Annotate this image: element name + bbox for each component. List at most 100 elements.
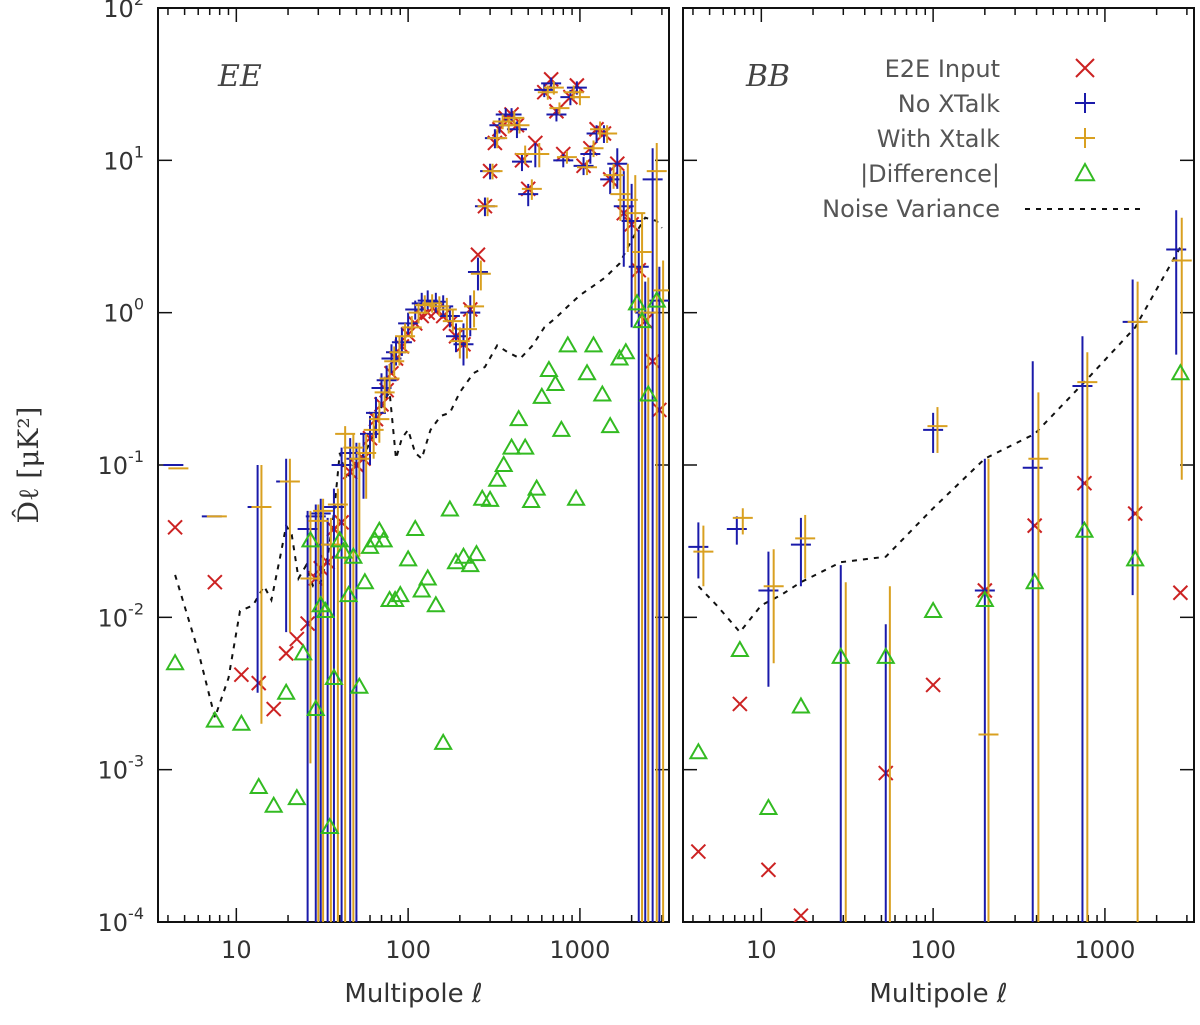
no-xtalk-point: [501, 108, 522, 122]
no-xtalk-point: [546, 108, 567, 122]
with-xtalk-point: [300, 510, 321, 764]
difference-point: [343, 546, 364, 564]
difference-point: [398, 549, 418, 567]
x-tick-label: 10: [746, 936, 777, 964]
panel-bb: 10 100 1000 Multipole ℓ BB: [682, 7, 1195, 1009]
e2e-input-point: [732, 696, 748, 712]
difference-point: [545, 374, 566, 392]
with-xtalk-point: [549, 102, 570, 115]
difference-point: [453, 546, 474, 564]
difference-point: [583, 335, 604, 353]
e2e-input-point: [470, 247, 486, 263]
difference-point: [480, 489, 500, 507]
with-xtalk-point: [543, 81, 564, 95]
difference-point: [385, 589, 405, 607]
difference-point: [405, 518, 425, 537]
difference-point: [632, 311, 652, 329]
with-xtalk-point: [308, 504, 329, 922]
difference-point: [521, 491, 541, 509]
difference-point: [349, 676, 370, 694]
difference-point: [315, 601, 336, 619]
difference-point: [426, 595, 446, 613]
difference-point: [551, 419, 572, 437]
with-xtalk-point: [556, 151, 577, 164]
difference-point: [532, 386, 552, 404]
no-xtalk-point: [758, 551, 779, 687]
difference-point: [390, 585, 410, 603]
difference-point: [412, 580, 432, 598]
panel-ee: 10 100 1000 102 101 100 10-1 10-2 10-3 10-4 Multip…: [98, 0, 670, 1009]
difference-point: [577, 363, 597, 381]
with-xtalk-point: [795, 514, 816, 579]
difference-point: [306, 699, 326, 717]
difference-point: [876, 646, 896, 664]
with-xtalk-point: [509, 117, 530, 134]
difference-point: [287, 788, 307, 806]
difference-point: [1074, 520, 1095, 538]
y-tick-label: 10-4: [98, 904, 145, 937]
with-xtalk-point: [379, 364, 400, 395]
difference-point: [616, 342, 636, 360]
e2e-input-point: [278, 645, 294, 662]
x-tick-label: 100: [910, 936, 956, 964]
legend-marker-x: [1075, 58, 1095, 78]
difference-point: [515, 437, 535, 455]
with-xtalk-point: [401, 316, 422, 339]
e2e-input-point: [1076, 475, 1093, 491]
with-xtalk-point: [1171, 217, 1192, 480]
x-tick-label: 1000: [549, 936, 610, 964]
legend-label: No XTalk: [898, 90, 1000, 118]
difference-point: [165, 653, 185, 671]
difference-point: [263, 795, 284, 813]
difference-point: [369, 520, 390, 538]
legend-marker-triangle: [1074, 161, 1096, 182]
difference-point: [487, 469, 507, 487]
difference-point: [466, 544, 487, 562]
y-tick-label: 100: [103, 295, 144, 328]
difference-point: [758, 798, 779, 816]
x-axis-label: Multipole ℓ: [869, 979, 1007, 1009]
y-tick-label: 10-2: [98, 599, 145, 632]
e2e-input-point: [207, 574, 223, 590]
legend-label: E2E Input: [885, 55, 1000, 83]
data-layer-ee: [163, 71, 669, 922]
difference-point: [526, 478, 547, 496]
difference-point: [324, 667, 344, 685]
difference-point: [558, 335, 578, 353]
no-xtalk-point: [381, 344, 402, 374]
with-xtalk-point: [279, 458, 300, 633]
legend: E2E Input No XTalk With Xtalk |Difference| N…: [822, 55, 1145, 223]
legend-label: Noise Variance: [822, 195, 1000, 223]
with-xtalk-point: [389, 336, 410, 366]
with-xtalk-point: [442, 309, 463, 332]
with-xtalk-point: [482, 163, 503, 180]
noise-variance-line: [697, 246, 1182, 634]
difference-point: [355, 572, 375, 590]
x-tick-label: 1000: [1074, 936, 1135, 964]
with-xtalk-point: [456, 312, 477, 359]
with-xtalk-point: [1127, 281, 1148, 922]
e2e-input-point: [925, 677, 941, 693]
y-axis-label: D̂ℓ [μK²]: [12, 407, 45, 524]
e2e-input-point: [251, 675, 267, 691]
no-xtalk-point: [1072, 336, 1093, 922]
difference-point: [440, 499, 460, 517]
no-xtalk-point: [417, 290, 438, 310]
difference-point: [433, 732, 453, 750]
legend-label: |Difference|: [860, 160, 1000, 188]
with-xtalk-point: [477, 197, 498, 217]
no-xtalk-point: [607, 148, 628, 189]
e2e-input-point: [760, 862, 777, 878]
panel-label: BB: [745, 59, 790, 94]
no-xtalk-point: [573, 157, 594, 176]
with-xtalk-point: [646, 142, 667, 922]
e2e-input-point: [1172, 585, 1189, 601]
with-xtalk-point: [464, 290, 485, 328]
difference-point: [627, 293, 647, 311]
difference-point: [923, 601, 943, 619]
no-xtalk-point: [688, 522, 709, 579]
no-xtalk-point: [398, 312, 419, 335]
difference-point: [791, 696, 811, 714]
